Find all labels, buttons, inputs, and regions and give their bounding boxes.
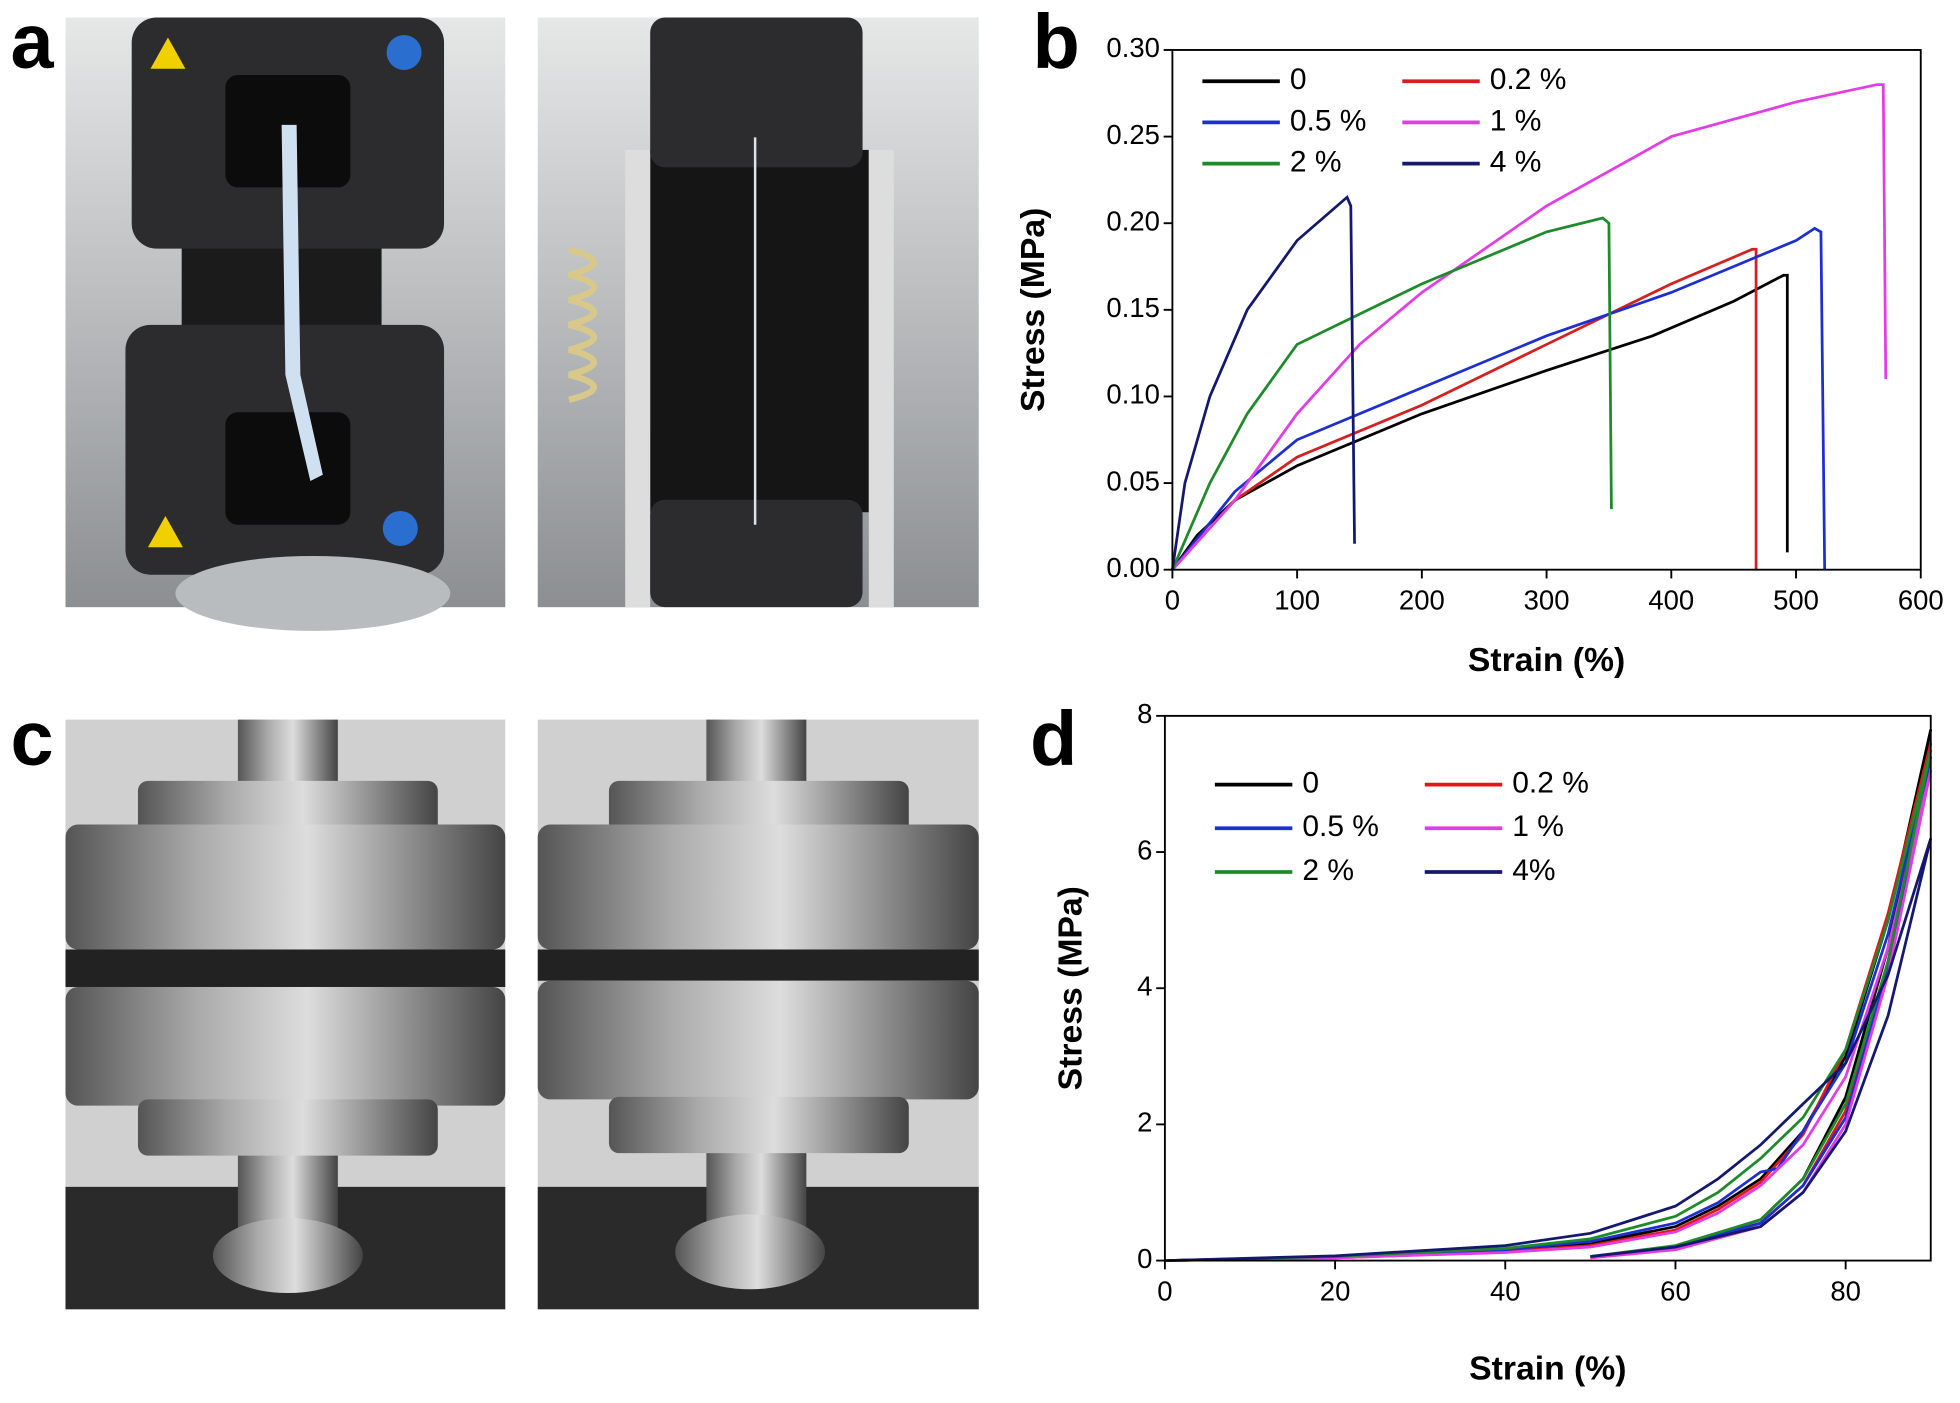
legend-label: 2 %	[1290, 146, 1342, 179]
legend-label: 0.5 %	[1302, 810, 1379, 843]
y-tick-label: 4	[1137, 970, 1152, 1001]
x-tick-label: 20	[1320, 1275, 1351, 1306]
y-tick-label: 0.00	[1106, 552, 1159, 583]
legend-label: 4%	[1512, 854, 1555, 887]
y-tick-label: 0.10	[1106, 379, 1159, 410]
y-tick-label: 0.15	[1106, 292, 1159, 323]
x-tick-label: 600	[1898, 584, 1944, 615]
photo-compression-after	[537, 719, 979, 1310]
x-tick-label: 60	[1660, 1275, 1691, 1306]
x-axis-title: Strain (%)	[1469, 1349, 1626, 1387]
legend-label: 0.2 %	[1512, 767, 1589, 800]
series-line	[1164, 729, 1933, 1262]
legend-label: 1 %	[1512, 810, 1564, 843]
panel-label: d	[1030, 696, 1077, 782]
y-tick-label: 0	[1137, 1243, 1152, 1274]
y-tick-label: 2	[1137, 1107, 1152, 1138]
x-tick-label: 80	[1830, 1275, 1861, 1306]
y-tick-label: 0.20	[1106, 205, 1159, 236]
photo-tensile-before	[65, 17, 506, 631]
y-tick-label: 8	[1137, 698, 1152, 729]
x-tick-label: 0	[1165, 584, 1180, 615]
series-line	[1164, 756, 1933, 1262]
plot-frame	[1171, 49, 1922, 571]
y-tick-label: 0.30	[1106, 32, 1159, 63]
panel-label: b	[1032, 0, 1079, 85]
x-tick-label: 40	[1490, 1275, 1521, 1306]
legend-label: 0.5 %	[1290, 104, 1367, 137]
series-line	[1171, 247, 1758, 571]
y-tick-label: 6	[1137, 834, 1152, 865]
x-axis-title: Strain (%)	[1468, 641, 1625, 679]
x-tick-label: 200	[1399, 584, 1445, 615]
legend-label: 0	[1302, 767, 1319, 800]
y-axis-title: Stress (MPa)	[1051, 886, 1089, 1090]
series-line	[1171, 226, 1827, 571]
series-line	[1171, 216, 1613, 571]
photo-compression-before	[65, 719, 506, 1310]
y-axis-title: Stress (MPa)	[1014, 208, 1052, 412]
x-tick-label: 300	[1524, 584, 1570, 615]
y-tick-label: 0.25	[1106, 119, 1159, 150]
series-line	[1164, 749, 1933, 1262]
legend-label: 0.2 %	[1490, 63, 1567, 96]
photo-tensile-after	[537, 17, 979, 608]
series-line	[1164, 770, 1933, 1262]
series-line	[1171, 195, 1356, 570]
legend-label: 1 %	[1490, 104, 1542, 137]
x-tick-label: 100	[1274, 584, 1320, 615]
legend-label: 4 %	[1490, 146, 1542, 179]
x-tick-label: 400	[1648, 584, 1694, 615]
x-tick-label: 500	[1773, 584, 1819, 615]
series-line	[1171, 83, 1888, 571]
y-tick-label: 0.05	[1106, 465, 1159, 496]
x-tick-label: 0	[1157, 1275, 1172, 1306]
panel-label: c	[11, 696, 54, 782]
series-line	[1171, 273, 1789, 571]
legend-label: 2 %	[1302, 854, 1354, 887]
series-line	[1164, 838, 1933, 1262]
panel-label: a	[11, 0, 55, 85]
legend-label: 0	[1290, 63, 1307, 96]
